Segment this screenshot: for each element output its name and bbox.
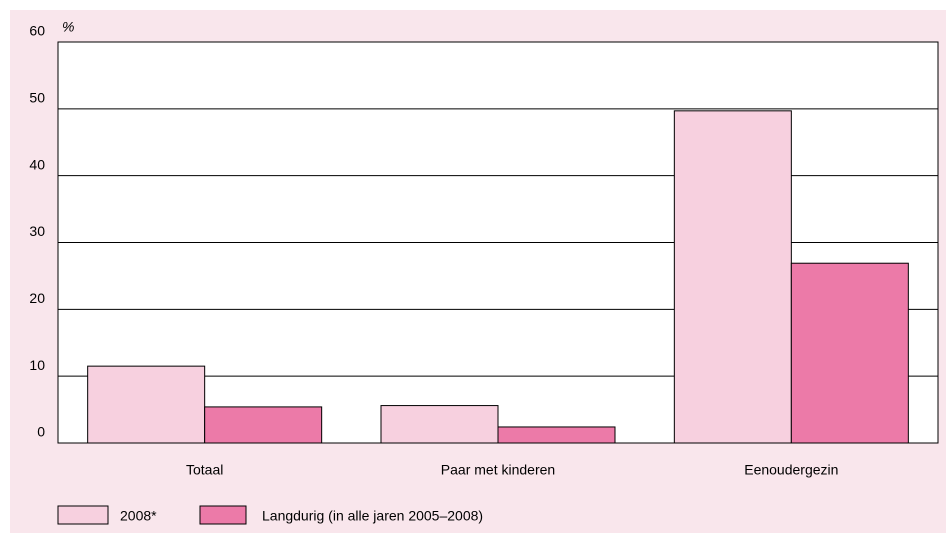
y-axis-label: %	[62, 19, 74, 35]
bar	[497, 426, 616, 444]
y-tick-label: 0	[37, 424, 45, 440]
x-tick-label: Eenoudergezin	[744, 462, 838, 478]
y-tick-label: 10	[29, 357, 45, 373]
y-tick-label: 60	[29, 23, 45, 39]
bar	[380, 405, 499, 444]
y-tick-label: 40	[29, 156, 45, 172]
x-tick-label: Paar met kinderen	[441, 462, 555, 478]
bar	[790, 262, 909, 444]
bar	[204, 406, 323, 444]
bar	[673, 110, 792, 444]
legend-label: Langdurig (in alle jaren 2005–2008)	[262, 508, 483, 524]
bar	[87, 365, 206, 444]
legend-label: 2008*	[120, 508, 157, 524]
x-tick-label: Totaal	[186, 462, 223, 478]
y-tick-label: 20	[29, 290, 45, 306]
legend-swatch	[57, 505, 109, 525]
legend-swatch	[199, 505, 247, 525]
plot-border	[57, 41, 939, 444]
y-tick-label: 30	[29, 223, 45, 239]
y-tick-label: 50	[29, 90, 45, 106]
